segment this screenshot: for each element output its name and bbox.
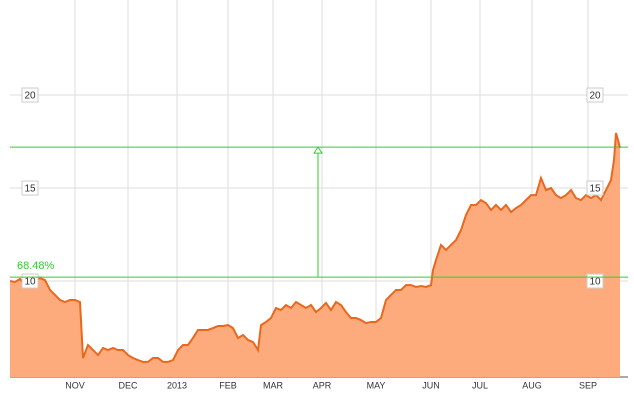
y-tick: 10 [586, 273, 604, 289]
x-tick-label: JUL [472, 380, 488, 390]
y-tick-box [586, 87, 604, 103]
x-tick-label: NOV [65, 380, 85, 390]
arrow-head [313, 146, 323, 154]
price-line [9, 132, 621, 363]
y-tick-label: 10 [24, 277, 36, 288]
x-tick-label: SEP [579, 380, 597, 390]
x-tick-label: MAY [367, 380, 386, 390]
y-tick-box [586, 180, 604, 196]
y-tick-label: 10 [589, 277, 601, 288]
y-tick-box [21, 87, 39, 103]
area-fill [10, 132, 620, 377]
x-tick-label: FEB [219, 380, 237, 390]
x-tick-label: DEC [118, 380, 138, 390]
y-tick-box [21, 180, 39, 196]
x-tick-label: JUN [422, 380, 440, 390]
y-tick: 15 [586, 180, 604, 196]
change-annotation: 68.48% [17, 260, 55, 272]
y-tick: 10 [21, 273, 39, 289]
y-tick: 20 [586, 87, 604, 103]
y-tick-label: 20 [589, 91, 601, 102]
x-tick-label: MAR [263, 380, 284, 390]
y-tick-label: 15 [24, 184, 36, 195]
y-tick-label: 20 [24, 91, 36, 102]
x-tick-label: 2013 [167, 380, 187, 390]
y-tick: 20 [21, 87, 39, 103]
y-tick: 15 [21, 180, 39, 196]
x-tick-label: AUG [522, 380, 542, 390]
x-tick-label: APR [313, 380, 332, 390]
y-tick-label: 15 [589, 184, 601, 195]
